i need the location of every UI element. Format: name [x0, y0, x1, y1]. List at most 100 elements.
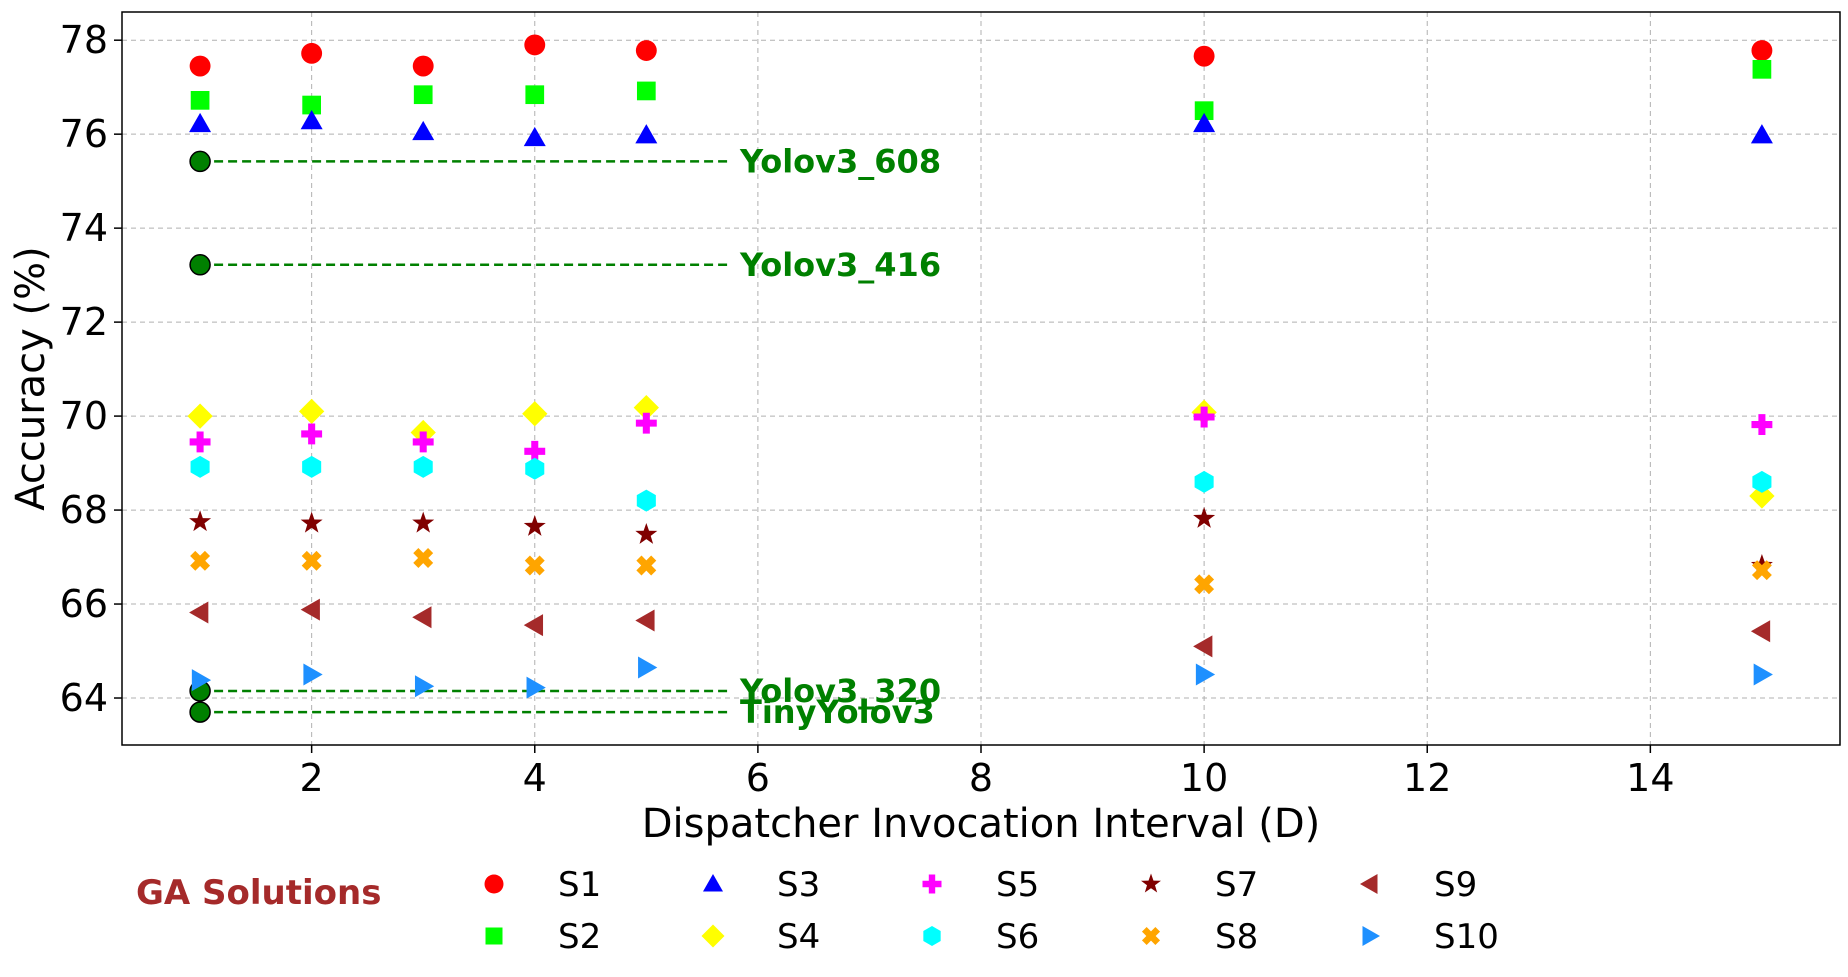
y-axis-label: Accuracy (%) [8, 246, 54, 511]
data-point [189, 55, 211, 77]
data-point [1751, 40, 1773, 61]
data-point [1193, 506, 1216, 528]
legend-title: GA Solutions [136, 873, 381, 913]
data-point [190, 550, 211, 571]
legend-item: S2 [485, 917, 601, 957]
data-point [1750, 124, 1773, 144]
legend-label: S2 [558, 917, 601, 957]
data-point [412, 511, 435, 533]
legend-item: S7 [1141, 865, 1258, 905]
series-S2 [190, 59, 1772, 121]
data-point [635, 412, 657, 434]
legend-label: S9 [1434, 865, 1477, 905]
data-point [298, 398, 325, 425]
data-point [303, 663, 323, 686]
series-S6 [190, 455, 1772, 512]
data-point [638, 656, 658, 679]
data-point [1749, 483, 1775, 509]
y-tick-label: 74 [60, 206, 108, 250]
data-point [523, 514, 546, 536]
legend-item: S8 [1141, 917, 1258, 957]
legend-item: S3 [703, 865, 820, 905]
legend-item: S9 [1360, 865, 1477, 905]
data-point [1362, 926, 1380, 946]
data-point [635, 40, 657, 61]
x-tick-label: 4 [523, 756, 547, 800]
legend-item: S1 [484, 865, 601, 905]
legend-item: S4 [701, 917, 820, 957]
data-point [923, 926, 941, 946]
data-point [300, 598, 320, 621]
data-point [412, 120, 435, 141]
data-point [1753, 663, 1773, 686]
data-point [301, 42, 323, 64]
x-axis-label: Dispatcher Invocation Interval (D) [642, 801, 1321, 847]
y-tick-label: 76 [60, 112, 108, 156]
y-tick-label: 72 [60, 300, 108, 344]
series-S10 [191, 656, 1773, 699]
data-point [1193, 635, 1213, 658]
data-point [485, 927, 503, 945]
legend: GA Solutions S1 S2 S3 S4 S5 S6 S7 S8 S9 S10 [136, 865, 1499, 957]
data-point [524, 34, 546, 56]
data-point [1194, 470, 1214, 493]
data-point [1752, 59, 1772, 79]
series-S9 [189, 598, 1771, 658]
data-point [190, 90, 210, 110]
reference-label: Yolov3_320 [739, 672, 941, 710]
data-point [300, 511, 323, 533]
legend-label: S5 [996, 865, 1039, 905]
data-point [1750, 620, 1771, 643]
reference-point [189, 150, 211, 173]
legend-item: S6 [923, 917, 1039, 957]
data-point [1752, 470, 1772, 493]
reference-point [189, 701, 211, 723]
reference-point [189, 254, 211, 276]
data-point [189, 112, 212, 133]
x-tick-label: 14 [1626, 756, 1674, 800]
reference-label: Yolov3_416 [739, 246, 941, 284]
data-point [523, 126, 546, 147]
grid-lines [122, 12, 1840, 745]
data-point [1141, 926, 1161, 946]
data-point [302, 455, 322, 478]
data-point [633, 394, 659, 421]
data-point [636, 555, 657, 576]
data-point [1193, 45, 1215, 67]
data-point [300, 110, 323, 130]
data-point [1194, 574, 1215, 595]
data-point [413, 455, 433, 478]
data-point [413, 548, 434, 568]
y-tick-label: 66 [60, 582, 108, 626]
legend-label: S3 [777, 865, 820, 905]
data-point [191, 669, 212, 692]
series-S3 [189, 110, 1773, 147]
data-point [1193, 112, 1216, 133]
data-point [636, 489, 656, 512]
reference-label: Yolov3_608 [739, 142, 941, 180]
reference-label: TinyYolov3 [740, 693, 935, 731]
data-point [922, 874, 942, 894]
legend-label: S8 [1215, 917, 1258, 957]
legend-label: S6 [996, 917, 1039, 957]
series-S8 [190, 548, 1772, 595]
legend-label: S7 [1215, 865, 1258, 905]
data-point [1750, 553, 1773, 575]
data-point [526, 676, 546, 699]
x-tick-label: 6 [746, 756, 770, 800]
legend-item: S10 [1362, 917, 1499, 957]
data-point [412, 55, 434, 77]
data-point [413, 85, 433, 105]
data-point [190, 455, 210, 478]
data-point [701, 924, 725, 948]
data-point [1751, 414, 1773, 435]
series-S7 [189, 506, 1773, 575]
legend-item: S5 [922, 865, 1039, 905]
data-point [414, 675, 435, 698]
x-tick-label: 8 [969, 756, 993, 800]
data-point [1193, 406, 1215, 428]
data-point [302, 95, 321, 115]
data-point [635, 522, 658, 544]
